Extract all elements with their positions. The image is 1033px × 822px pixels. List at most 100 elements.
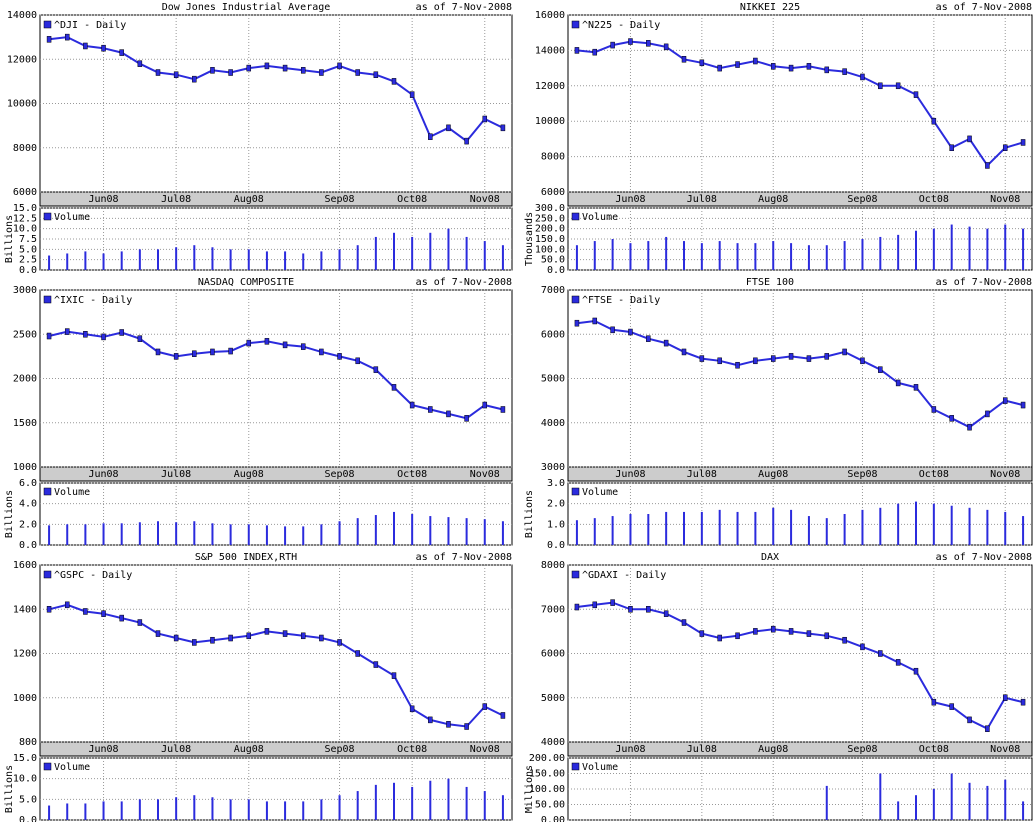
price-marker: [753, 357, 758, 365]
volume-bar: [247, 249, 250, 270]
price-marker: [64, 328, 70, 335]
volume-bar: [247, 524, 250, 545]
volume-tick-label: 0.0: [547, 540, 565, 551]
x-tick-label: Nov08: [990, 744, 1020, 755]
price-marker: [699, 630, 705, 637]
volume-legend-swatch: [571, 762, 580, 771]
volume-bar: [843, 241, 846, 270]
price-marker: [246, 339, 252, 347]
price-marker: [806, 63, 812, 70]
volume-bar: [66, 524, 69, 545]
price-marker: [428, 406, 433, 413]
price-marker: [337, 62, 342, 70]
volume-tick-label: 6.0: [19, 478, 37, 489]
price-marker: [482, 115, 488, 123]
price-plot: [39, 289, 513, 468]
price-marker: [878, 650, 883, 657]
price-marker: [46, 606, 52, 613]
volume-bar: [575, 520, 578, 545]
price-marker: [337, 639, 342, 646]
volume-bar: [193, 795, 196, 820]
price-marker: [913, 384, 919, 391]
as-of-date: as of 7-Nov-2008: [936, 2, 1032, 13]
volume-bar: [338, 249, 341, 270]
volume-bar: [825, 245, 828, 270]
volume-bar: [84, 524, 87, 545]
volume-tick-label: 150.0: [535, 234, 565, 245]
volume-tick-label: 0.0: [19, 265, 37, 276]
volume-bar: [501, 521, 504, 545]
price-marker: [753, 628, 758, 635]
date-strip: [39, 466, 513, 482]
volume-bar: [447, 228, 450, 270]
volume-bar: [320, 251, 323, 270]
price-marker: [699, 59, 705, 67]
price-marker: [860, 357, 865, 365]
x-tick-label: Sep08: [847, 194, 877, 205]
volume-bar: [1004, 779, 1007, 820]
volume-bar: [736, 243, 739, 270]
price-marker: [155, 69, 161, 76]
x-tick-label: Jun08: [88, 744, 118, 755]
volume-bar: [825, 518, 828, 545]
price-marker: [895, 659, 901, 666]
price-marker: [878, 82, 883, 90]
volume-bar: [879, 773, 882, 820]
y-tick-label: 10000: [7, 99, 37, 110]
volume-axis-label: Billions: [4, 215, 15, 263]
volume-bar: [175, 797, 178, 820]
price-line: [576, 319, 1024, 429]
x-tick-label: Jul08: [161, 469, 191, 480]
price-marker: [246, 632, 252, 640]
price-marker: [300, 67, 306, 74]
volume-bar: [320, 524, 323, 545]
price-marker: [1002, 694, 1008, 701]
x-tick-label: Sep08: [324, 194, 354, 205]
volume-bar: [932, 228, 935, 270]
price-line: [48, 36, 504, 143]
volume-bar: [48, 525, 51, 545]
x-tick-label: Oct08: [919, 744, 949, 755]
price-line: [48, 603, 504, 728]
volume-bar: [700, 243, 703, 270]
volume-tick-label: 2.5: [19, 255, 37, 266]
date-strip: [39, 191, 513, 207]
y-tick-label: 1500: [13, 418, 37, 429]
volume-bar: [683, 241, 685, 270]
volume-tick-label: 0.0: [19, 540, 37, 551]
volume-bar: [483, 791, 486, 820]
volume-bar: [66, 253, 69, 270]
volume-bar: [736, 511, 739, 545]
price-marker: [373, 71, 379, 78]
volume-bar: [120, 251, 123, 270]
y-tick-label: 2000: [13, 374, 37, 385]
x-tick-label: Aug08: [234, 469, 264, 480]
price-marker: [628, 38, 633, 45]
y-tick-label: 1000: [13, 462, 37, 473]
y-tick-label: 4000: [541, 418, 565, 429]
volume-tick-label: 5.0: [19, 794, 37, 805]
volume-bar: [102, 801, 105, 820]
volume-bar: [1004, 224, 1007, 270]
price-marker: [985, 162, 990, 169]
volume-bar: [501, 795, 504, 820]
price-marker: [83, 608, 88, 615]
legend-swatch: [43, 20, 52, 29]
volume-bar: [193, 521, 196, 545]
y-tick-label: 6000: [541, 649, 565, 660]
volume-bar: [302, 526, 305, 545]
price-marker: [1002, 144, 1008, 151]
volume-bar: [102, 523, 105, 545]
price-marker: [228, 69, 233, 76]
volume-plot: [39, 207, 513, 271]
volume-bar: [593, 241, 596, 270]
volume-tick-label: 15.0: [13, 203, 37, 214]
x-tick-label: Sep08: [847, 744, 877, 755]
volume-tick-label: 300.0: [535, 203, 565, 214]
volume-bar: [575, 245, 578, 270]
price-marker: [610, 326, 615, 334]
volume-bar: [465, 786, 468, 820]
price-marker: [446, 124, 451, 132]
price-marker: [192, 639, 197, 646]
price-marker: [717, 634, 722, 642]
